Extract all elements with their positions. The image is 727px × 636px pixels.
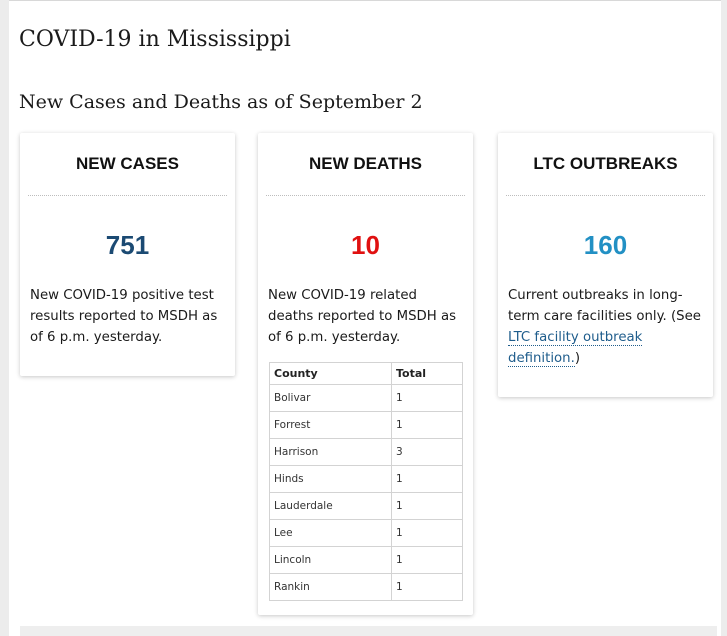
total-cell: 1 xyxy=(391,465,463,493)
page-title: COVID-19 in Mississippi xyxy=(19,27,291,52)
column-header-county: County xyxy=(269,362,392,385)
county-cell: Hinds xyxy=(269,465,392,493)
county-cell: Bolivar xyxy=(269,384,392,412)
page-subtitle: New Cases and Deaths as of September 2 xyxy=(19,91,423,113)
total-cell: 1 xyxy=(391,492,463,520)
new-cases-value: 751 xyxy=(105,230,150,260)
table-row: Rankin 1 xyxy=(269,573,463,601)
ltc-description-text: Current outbreaks in long-term care faci… xyxy=(508,288,701,324)
column-header-total: Total xyxy=(391,362,463,385)
table-row: Bolivar 1 xyxy=(269,384,463,412)
county-cell: Rankin xyxy=(269,573,392,601)
county-cell: Lincoln xyxy=(269,546,392,574)
table-row: Lee 1 xyxy=(269,519,463,547)
new-deaths-card: NEW DEATHS 10 New COVID-19 related death… xyxy=(258,133,473,615)
ltc-description-suffix: ) xyxy=(574,351,581,366)
ltc-outbreaks-heading: LTC OUTBREAKS xyxy=(506,133,705,196)
new-deaths-description: New COVID-19 related deaths reported to … xyxy=(268,288,457,345)
ltc-definition-link[interactable]: LTC facility outbreak definition. xyxy=(508,330,643,367)
table-row: Lauderdale 1 xyxy=(269,492,463,520)
county-cell: Harrison xyxy=(269,438,392,466)
total-cell: 1 xyxy=(391,519,463,547)
table-row: Forrest 1 xyxy=(269,411,463,439)
table-header-row: County Total xyxy=(269,362,463,385)
top-divider xyxy=(9,0,721,1)
ltc-outbreaks-card: LTC OUTBREAKS 160 Current outbreaks in l… xyxy=(498,133,713,397)
total-cell: 1 xyxy=(391,546,463,574)
right-gutter xyxy=(721,0,727,636)
new-deaths-heading: NEW DEATHS xyxy=(266,133,465,196)
new-cases-description: New COVID-19 positive test results repor… xyxy=(30,288,218,345)
total-cell: 3 xyxy=(391,438,463,466)
left-gutter xyxy=(0,0,9,636)
new-deaths-value: 10 xyxy=(351,230,380,260)
new-cases-heading: NEW CASES xyxy=(28,133,227,196)
deaths-by-county-table: County Total Bolivar 1 Forrest 1 Harriso… xyxy=(269,362,463,601)
total-cell: 1 xyxy=(391,411,463,439)
ltc-outbreaks-description: Current outbreaks in long-term care faci… xyxy=(508,285,703,369)
county-cell: Lee xyxy=(269,519,392,547)
county-cell: Forrest xyxy=(269,411,392,439)
ltc-outbreaks-value: 160 xyxy=(583,230,628,260)
table-row: Hinds 1 xyxy=(269,465,463,493)
county-cell: Lauderdale xyxy=(269,492,392,520)
table-row: Lincoln 1 xyxy=(269,546,463,574)
total-cell: 1 xyxy=(391,384,463,412)
table-row: Harrison 3 xyxy=(269,438,463,466)
total-cell: 1 xyxy=(391,573,463,601)
new-cases-card: NEW CASES 751 New COVID-19 positive test… xyxy=(20,133,235,376)
next-section-edge xyxy=(20,626,717,636)
